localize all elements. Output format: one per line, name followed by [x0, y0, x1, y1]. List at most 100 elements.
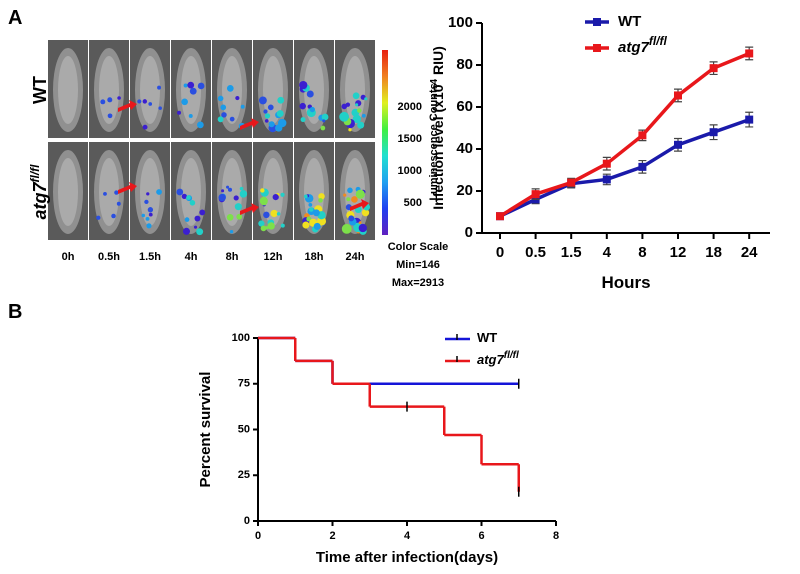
mouse-body — [140, 56, 160, 124]
signal-spot — [277, 96, 285, 104]
signal-spot — [186, 195, 191, 200]
mouse-body — [345, 56, 365, 124]
time-label: 12h — [264, 251, 283, 263]
x-tick-label: 0.5 — [525, 244, 546, 261]
signal-spot — [264, 113, 271, 119]
x-tick-label: 6 — [478, 530, 484, 542]
signal-spot — [177, 110, 182, 115]
point — [638, 162, 647, 171]
signal-spot — [148, 102, 153, 106]
signal-spot — [96, 215, 101, 220]
signal-spot — [364, 97, 368, 101]
signal-spot — [361, 209, 370, 217]
signal-spot — [306, 90, 314, 98]
signal-spot — [260, 225, 267, 232]
signal-spot — [218, 193, 226, 202]
time-label: 24h — [346, 251, 365, 263]
signal-spot — [226, 213, 234, 221]
point — [602, 159, 611, 168]
arrow — [240, 118, 259, 130]
signal-spot — [267, 104, 274, 111]
signal-spot — [117, 96, 121, 100]
signal-spot — [312, 209, 320, 217]
signal-spot — [158, 106, 162, 110]
y-tick-label: 60 — [456, 98, 473, 115]
y-tick-label: 0 — [244, 515, 250, 527]
signal-spot — [317, 216, 327, 226]
point — [745, 115, 754, 124]
legend-marker — [593, 18, 601, 26]
time-label: 8h — [226, 251, 239, 263]
signal-spot — [144, 199, 149, 205]
x-tick-label: 1.5 — [561, 244, 582, 261]
signal-spot — [148, 212, 153, 217]
signal-spot — [220, 104, 227, 111]
y-axis-title-text: RIU) — [430, 46, 446, 79]
signal-spot — [156, 189, 162, 195]
signal-spot — [355, 189, 365, 199]
signal-spot — [236, 213, 243, 220]
signal-spot — [348, 215, 355, 222]
colorbar-tick-label: 1000 — [398, 165, 422, 177]
signal-spot — [267, 222, 275, 230]
x-tick-label: 12 — [670, 244, 687, 261]
signal-spot — [141, 213, 146, 218]
signal-spot — [229, 116, 235, 122]
series-line — [499, 117, 750, 218]
signal-spot — [142, 99, 148, 104]
signal-spot — [304, 194, 308, 199]
x-tick-label: 8 — [553, 530, 559, 542]
legend-name: atg7 — [618, 39, 650, 56]
signal-spot — [318, 198, 323, 203]
signal-spot — [260, 188, 265, 193]
signal-spot — [299, 80, 308, 90]
arrow — [350, 199, 369, 211]
row-label-text: atg7 — [30, 182, 50, 220]
signal-spot — [239, 190, 248, 198]
signal-spot — [221, 112, 227, 118]
signal-spot — [346, 197, 351, 202]
signal-spot — [182, 227, 191, 235]
signal-spot — [193, 225, 198, 229]
arrow — [118, 182, 137, 194]
signal-spot — [145, 216, 150, 221]
x-tick-label: 18 — [705, 244, 722, 261]
signal-spot — [361, 113, 366, 118]
row-label: atg7fl/fl — [28, 164, 50, 220]
signal-spot — [239, 186, 244, 191]
y-tick-label: 75 — [238, 378, 250, 390]
signal-spot — [226, 85, 234, 92]
signal-spot — [320, 125, 326, 131]
legend-label: WT — [618, 13, 641, 30]
signal-spot — [111, 213, 116, 219]
signal-spot — [322, 119, 326, 123]
x-axis-title: Hours — [601, 273, 650, 292]
signal-spot — [107, 113, 113, 119]
signal-spot — [100, 99, 106, 105]
signal-spot — [183, 83, 188, 88]
signal-spot — [313, 222, 321, 230]
y-axis-title-sup: 4 — [429, 78, 440, 84]
signal-spot — [268, 121, 275, 128]
x-tick-label: 24 — [741, 244, 758, 261]
signal-spot — [300, 117, 306, 123]
legend-label: WT — [477, 330, 497, 345]
legend-marker — [593, 44, 601, 52]
y-tick-label: 100 — [448, 14, 473, 31]
signal-spot — [107, 97, 113, 103]
signal-spot — [233, 195, 239, 201]
signal-spot — [194, 215, 201, 222]
signal-spot — [181, 98, 188, 106]
signal-spot — [276, 110, 284, 118]
x-tick-label: 4 — [404, 530, 411, 542]
time-label: 4h — [185, 251, 198, 263]
y-axis-title: Infection level (x104 RIU) — [429, 46, 446, 210]
signal-spot — [343, 193, 347, 197]
time-label: 0.5h — [98, 251, 120, 263]
signal-spot — [184, 217, 190, 223]
point — [496, 212, 504, 221]
point — [674, 91, 682, 100]
x-tick-label: 2 — [329, 530, 335, 542]
mouse-body — [181, 158, 201, 226]
signal-spot — [302, 221, 310, 229]
